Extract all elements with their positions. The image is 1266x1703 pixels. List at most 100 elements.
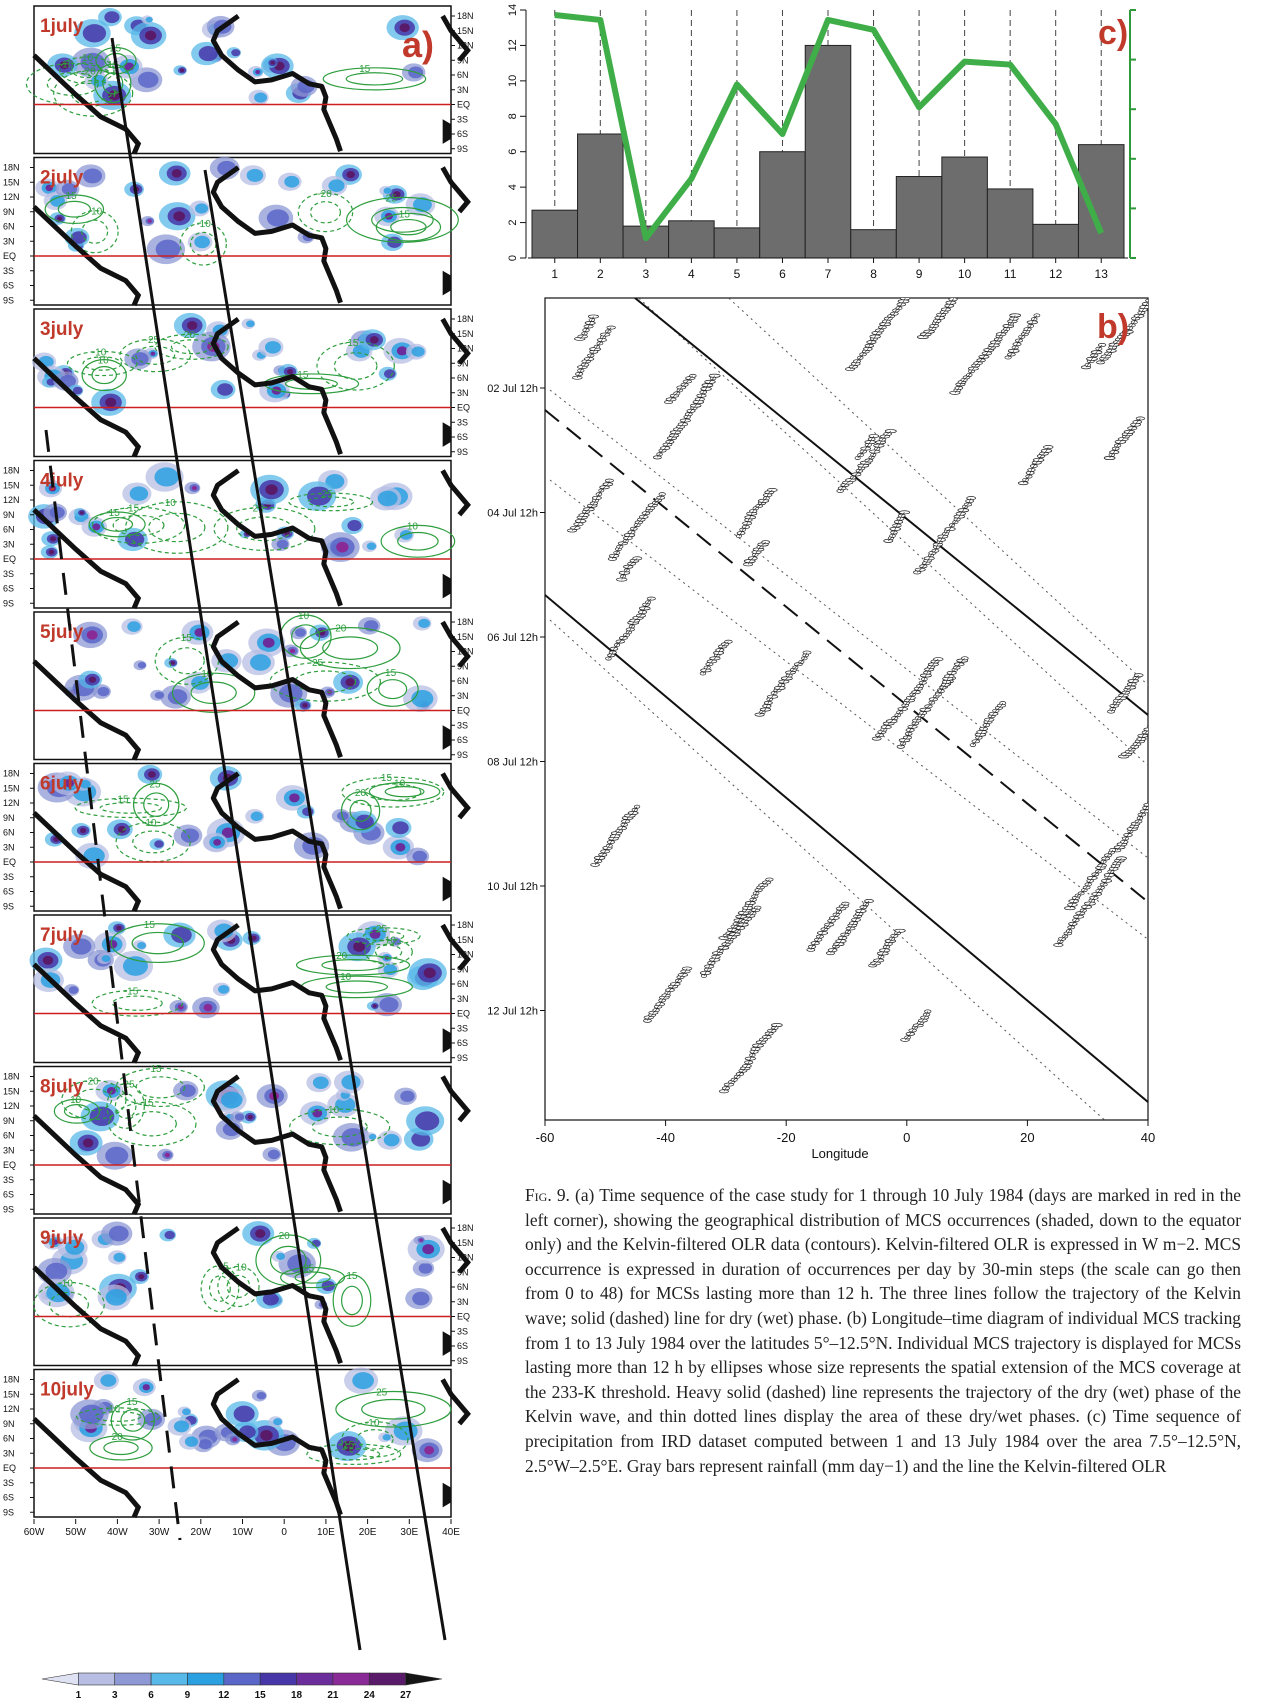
lat-label: 12N bbox=[3, 495, 20, 505]
mcs-occurrence-core bbox=[273, 1418, 283, 1426]
lat-label: 12N bbox=[3, 1101, 20, 1111]
mcs-occurrence-peak bbox=[49, 536, 57, 542]
day-label: 5july bbox=[40, 622, 84, 643]
lat-label: 9S bbox=[3, 1204, 14, 1214]
olr-contour-inner bbox=[333, 352, 378, 380]
lon-label: 40E bbox=[442, 1527, 460, 1538]
mcs-occurrence-core bbox=[137, 661, 147, 669]
olr-contour-label: 25 bbox=[303, 1263, 315, 1274]
mcs-track bbox=[574, 314, 599, 341]
lon-label: 30W bbox=[149, 1527, 170, 1538]
colorbar-segment bbox=[259, 1672, 297, 1686]
olr-contour-label: 15 bbox=[107, 60, 119, 71]
mcs-ellipse bbox=[1143, 727, 1148, 732]
lat-label: 6N bbox=[457, 70, 469, 80]
mcs-ellipse bbox=[898, 510, 910, 515]
olr-contour-inner bbox=[307, 496, 355, 508]
lat-label: 15N bbox=[3, 1086, 20, 1096]
olr-contour-label: 10 bbox=[340, 972, 352, 983]
mcs-ellipse bbox=[924, 1009, 932, 1014]
olr-contour-inner bbox=[378, 679, 408, 700]
mcs-ellipse bbox=[1154, 792, 1162, 795]
lat-label: 12N bbox=[3, 1404, 20, 1414]
olr-contour-inner bbox=[345, 72, 404, 86]
mcs-occurrence-core bbox=[97, 686, 110, 697]
lat-label: 6S bbox=[3, 281, 14, 291]
mcs-ellipse bbox=[1159, 710, 1166, 713]
olr-contour-label: 15 bbox=[359, 64, 371, 75]
mcs-occurrence-core bbox=[104, 11, 120, 24]
olr-contour-label: -10 bbox=[58, 1278, 73, 1289]
map-panel-2july: -10 15 -20 25 -10 15 2july 18N 15N 12N 9N 6N 3N EQ 3S 6… bbox=[3, 156, 471, 307]
mcs-track bbox=[605, 596, 656, 661]
olr-contour-label: 20 bbox=[279, 1231, 291, 1242]
lat-label: 6N bbox=[3, 1434, 15, 1444]
africa-coastline bbox=[210, 1225, 343, 1365]
lat-label: 18N bbox=[3, 1072, 20, 1082]
mcs-ellipse bbox=[1151, 722, 1159, 725]
mcs-occurrence-peak bbox=[396, 346, 408, 356]
left-tick-label: 10 bbox=[507, 75, 519, 87]
mcs-occurrence-core bbox=[45, 1262, 68, 1280]
lat-label: 9N bbox=[3, 207, 15, 217]
mcs-occurrence-core bbox=[164, 1230, 175, 1240]
mcs-track bbox=[969, 701, 1007, 747]
mcs-ellipse bbox=[1154, 716, 1165, 719]
lat-label: 6S bbox=[3, 584, 14, 594]
olr-contour bbox=[341, 1421, 409, 1458]
rainfall-bar bbox=[1032, 223, 1079, 259]
lat-label: 9S bbox=[457, 1356, 468, 1366]
mcs-occurrence-core bbox=[355, 814, 374, 829]
olr-contour bbox=[91, 506, 186, 545]
lat-label: 18N bbox=[457, 11, 474, 21]
day-label: 4july bbox=[40, 471, 84, 492]
mcs-occurrence-core bbox=[198, 46, 218, 62]
mcs-occurrence-core bbox=[246, 320, 255, 328]
lat-label: 9N bbox=[457, 55, 469, 65]
olr-contour-label: 15 bbox=[109, 508, 121, 519]
lat-label: EQ bbox=[3, 251, 16, 261]
olr-contour-label: 15 bbox=[385, 668, 397, 679]
olr-contour-inner bbox=[341, 1285, 363, 1316]
mcs-occurrence-core bbox=[382, 1434, 391, 1441]
mcs-track-path bbox=[703, 907, 758, 977]
phase-boundary-dotted bbox=[549, 619, 1106, 1120]
mcs-occurrence-peak bbox=[424, 1446, 435, 1455]
mcs-track bbox=[868, 928, 906, 968]
lat-label: 3S bbox=[457, 114, 468, 124]
right-tick-label: -10 bbox=[1147, 200, 1150, 216]
y-tick-label: 12 Jul 12h bbox=[487, 1006, 538, 1018]
mcs-occurrence-peak bbox=[82, 1138, 94, 1148]
olr-contour-inner bbox=[356, 1429, 394, 1450]
mcs-occurrence-core bbox=[173, 1420, 190, 1433]
map-panel-3july: 10 -15 -20 -25 -10 15 3july 18N 15N 12N 9N 6N 3N EQ 3S… bbox=[31, 308, 474, 458]
mcs-track-path bbox=[738, 489, 773, 537]
mcs-occurrence-peak bbox=[164, 1152, 170, 1158]
mcs-occurrence-peak bbox=[116, 925, 122, 931]
mcs-occurrence-core bbox=[267, 1149, 280, 1160]
map-frame bbox=[33, 1368, 452, 1518]
mcs-occurrence-core bbox=[179, 1084, 196, 1098]
mcs-track bbox=[1103, 416, 1145, 460]
mcs-occurrence-core bbox=[184, 1436, 199, 1447]
olr-contour bbox=[106, 1083, 145, 1129]
x-tick-label: 6 bbox=[779, 267, 786, 281]
mcs-occurrence-core bbox=[276, 539, 289, 549]
olr-contour-inner bbox=[325, 980, 388, 994]
mcs-occurrence-peak bbox=[423, 967, 436, 979]
mcs-track bbox=[1107, 673, 1144, 714]
left-tick-label: 12 bbox=[507, 39, 519, 51]
phase-boundary-dotted bbox=[549, 389, 1148, 859]
colorbar: 1 3 6 9 12 15 18 21 24 27 bbox=[41, 1672, 443, 1701]
mcs-occurrence-core bbox=[137, 71, 159, 88]
lake-victoria-shape bbox=[442, 876, 451, 902]
olr-contour-label: 15 bbox=[297, 370, 309, 381]
lat-label: 9N bbox=[457, 358, 469, 368]
mcs-occurrence-peak bbox=[80, 827, 87, 834]
mcs-track-path bbox=[1100, 302, 1148, 363]
olr-contour bbox=[44, 194, 105, 225]
mcs-track-path bbox=[1069, 849, 1113, 909]
x-tick-label: 1 bbox=[551, 267, 558, 281]
south-america-coastline bbox=[32, 356, 142, 458]
mcs-occurrence-core bbox=[393, 1421, 418, 1441]
